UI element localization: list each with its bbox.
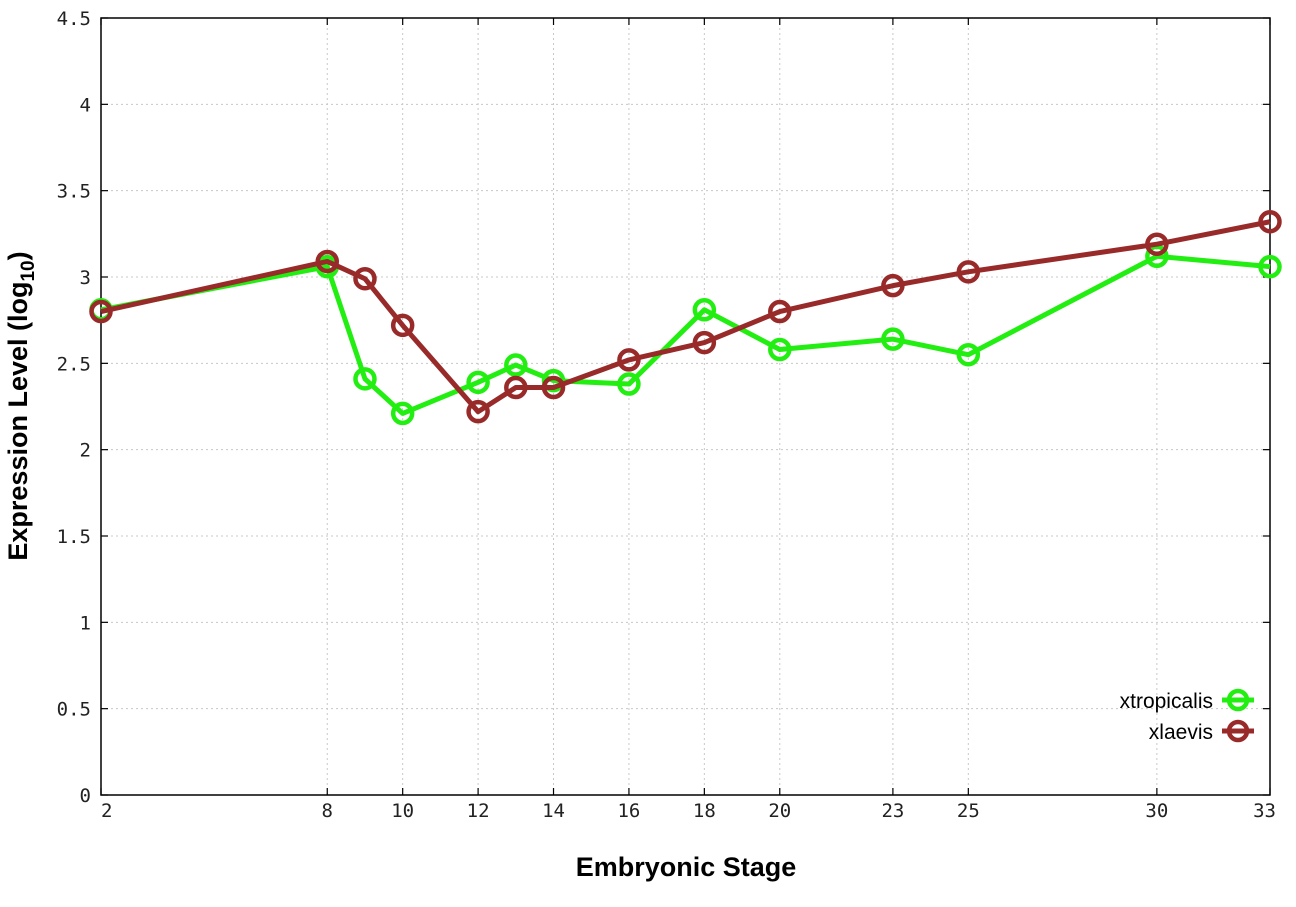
data-point-xtropicalis	[881, 327, 905, 351]
y-tick-label: 1.5	[57, 526, 91, 548]
data-point-xtropicalis	[1258, 254, 1282, 279]
y-tick-label: 2.5	[57, 353, 91, 375]
data-point-xlaevis	[617, 348, 641, 372]
legend: xtropicalis xlaevis	[1120, 688, 1254, 744]
y-tick-label: 4.5	[57, 8, 91, 30]
data-point-xtropicalis	[692, 298, 717, 322]
series-line-xlaevis	[100, 219, 1271, 415]
data-point-xlaevis	[89, 299, 113, 324]
legend-marker-xlaevis	[1226, 719, 1250, 743]
data-point-xlaevis	[390, 313, 415, 338]
data-point-xtropicalis	[466, 370, 490, 395]
data-point-xtropicalis	[353, 367, 377, 391]
x-tick-label: 2	[101, 800, 112, 822]
x-tick-label: 18	[693, 800, 716, 822]
series-layer	[89, 209, 1282, 426]
x-tick-label: 25	[957, 800, 980, 822]
y-axis-title-close: )	[3, 251, 33, 260]
data-point-xtropicalis	[504, 353, 528, 377]
y-axis-title-main: Expression Level (log	[3, 282, 33, 561]
data-point-xlaevis	[466, 399, 490, 424]
y-tick-label: 0	[80, 785, 91, 807]
x-tick-label: 8	[322, 800, 333, 822]
plot-frame	[100, 17, 1271, 796]
grid	[101, 18, 1270, 795]
y-tick-label: 4	[80, 94, 91, 116]
data-point-xlaevis	[881, 273, 905, 298]
data-point-xtropicalis	[768, 337, 792, 362]
legend-label-xtropicalis: xtropicalis	[1120, 690, 1213, 713]
x-tick-label: 10	[391, 800, 414, 822]
y-tick-label: 3.5	[57, 181, 91, 203]
data-point-xlaevis	[504, 375, 528, 400]
y-tick-label: 1	[80, 612, 91, 634]
data-point-xtropicalis	[1145, 244, 1169, 269]
x-tick-label: 16	[617, 800, 640, 822]
data-point-xtropicalis	[617, 372, 641, 396]
x-tick-label: 14	[542, 800, 565, 822]
y-tick-label: 0.5	[57, 699, 91, 721]
data-point-xtropicalis	[956, 342, 981, 367]
legend-label-xlaevis: xlaevis	[1149, 721, 1213, 744]
y-tick-label: 3	[80, 267, 91, 289]
series-line-xtropicalis	[100, 253, 1271, 416]
y-axis-title: Expression Level (log10)	[3, 251, 39, 560]
data-point-xlaevis	[353, 266, 377, 291]
axis-ticks: 0 0.5 1 1.5 2 2.5 3 3.5 4 4.5 2 8 10 12 14 16 18 20 23 25 30…	[57, 8, 1276, 822]
x-tick-label: 23	[881, 800, 904, 822]
x-tick-label: 33	[1253, 800, 1276, 822]
data-point-xtropicalis	[390, 401, 415, 426]
x-axis-title: Embryonic Stage	[576, 852, 797, 882]
data-point-xlaevis	[768, 299, 792, 324]
x-tick-label: 12	[467, 800, 490, 822]
data-point-xlaevis	[315, 249, 340, 274]
y-axis-title-subscript: 10	[18, 260, 39, 281]
x-tick-label: 20	[768, 800, 791, 822]
data-point-xlaevis	[692, 330, 717, 355]
x-tick-label: 30	[1145, 800, 1168, 822]
data-point-xlaevis	[1258, 209, 1282, 234]
y-tick-label: 2	[80, 440, 91, 462]
legend-marker-xtropicalis	[1226, 688, 1250, 712]
data-point-xlaevis	[541, 375, 566, 400]
data-point-xlaevis	[1145, 232, 1169, 256]
data-point-xlaevis	[956, 260, 981, 284]
